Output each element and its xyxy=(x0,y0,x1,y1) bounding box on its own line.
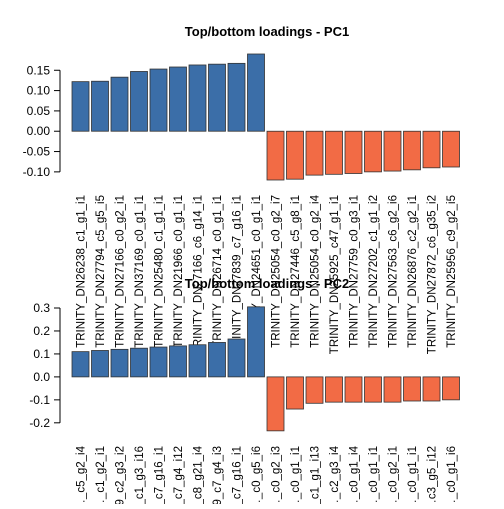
bar xyxy=(383,376,402,403)
chart-title: Top/bottom loadings - PC1 xyxy=(185,24,349,39)
chart-panel-2: 0.3 0.2 0.1 0.0 -0.1 -0.2 …_c5_g2_i4 …_c1_g2_i1… xyxy=(29,276,460,509)
bar xyxy=(305,376,324,404)
x-tick-label: TRINITY_DN27872_c6_g35_i2 xyxy=(427,195,439,354)
x-tick-label: …_c5_g2_i4 xyxy=(76,445,88,504)
y-tick-label: 0.1 xyxy=(33,347,50,361)
bar xyxy=(149,68,168,132)
y-tick-label: 0.00 xyxy=(27,124,51,138)
chart-title: Top/bottom loadings - PC2 xyxy=(185,276,349,291)
bar xyxy=(305,130,324,176)
bar xyxy=(286,376,304,410)
bar xyxy=(91,80,109,132)
bar xyxy=(71,351,90,378)
x-tick-label: TRINITY_DN27446_c5_g8_i1 xyxy=(290,195,302,348)
x-tick-label: …_c7_g4_i12 xyxy=(173,446,185,504)
x-tick-label: TRINITY_DN27202_c1_g1_i2 xyxy=(368,195,380,348)
bar xyxy=(364,130,382,173)
x-tick-label: TRINITY_DN27166_c0_g2_i1 xyxy=(115,195,127,348)
bar xyxy=(247,53,265,132)
x-tick-label: TRINITY_DN26714_c0_g1_i1 xyxy=(212,195,224,348)
x-tick-label: …_c0_g1_i1 xyxy=(368,446,380,504)
bar xyxy=(442,376,460,401)
bar xyxy=(227,62,246,132)
x-tick-label: TRINITY_DN27166_c6_g14_i1 xyxy=(193,195,205,354)
bar xyxy=(422,130,441,169)
x-tick-label: TRINITY_DN25480_c1_g1_i1 xyxy=(154,195,166,348)
x-tick-label: TRINITY_DN25054_c0_g2_i4 xyxy=(310,194,322,347)
y-tick-label: -0.1 xyxy=(29,393,50,407)
y-tick-label: 0.2 xyxy=(33,324,50,338)
bar xyxy=(266,376,285,432)
x-tick-label: …_c0_g5_i6 xyxy=(251,446,263,504)
x-tick-label: …_c0_g1_i1 xyxy=(407,446,419,504)
bar xyxy=(227,338,246,378)
bar xyxy=(403,130,421,171)
bar xyxy=(286,130,304,180)
y-tick-label: 0.05 xyxy=(27,104,51,118)
x-tick-label: …_c7_g16_i1 xyxy=(232,446,244,504)
x-tick-label: TRINITY_DN27563_c6_g2_i6 xyxy=(388,195,400,348)
bar xyxy=(403,376,421,402)
x-tick-label: TRINITY_DN25925_c47_g1_i1 xyxy=(329,195,341,354)
x-tick-label: …9_c7_g4_i3 xyxy=(212,446,224,504)
x-tick-label: TRINITY_DN21966_c0_g1_i1 xyxy=(173,195,185,348)
x-tick-label: TRINITY_DN26238_c1_g1_i1 xyxy=(76,195,88,348)
x-tick-label: TRINITY_DN37169_c0_g1_i1 xyxy=(134,195,146,348)
x-tick-label: …_c0_g1_i1 xyxy=(290,446,302,504)
bar xyxy=(208,342,226,378)
y-tick-label: 0.10 xyxy=(27,84,51,98)
bar xyxy=(110,348,129,378)
x-tick-label: …9_c2_g3_i2 xyxy=(115,446,127,504)
bar xyxy=(364,376,382,403)
x-tick-label: …c3_g5_i12 xyxy=(427,446,439,504)
y-tick-label: -0.10 xyxy=(23,165,51,179)
bar xyxy=(247,306,265,378)
x-tick-label: TRINITY_DN27794_c5_g5_i5 xyxy=(95,195,107,348)
x-tick-label: …_c0_g2_i1 xyxy=(388,446,400,504)
bar xyxy=(344,376,363,403)
x-tick-label: …_c1_g1_i13 xyxy=(310,446,322,504)
bar xyxy=(130,347,148,378)
y-tick-label: 0.3 xyxy=(33,301,50,315)
x-tick-label: TRINITY_DN27759_c0_g3_i1 xyxy=(349,195,361,348)
bar xyxy=(422,376,441,402)
x-tick-label: …_c1_g3_i16 xyxy=(134,446,146,504)
x-tick-label: …_c0_g1_i6 xyxy=(446,446,458,504)
y-tick-label: -0.05 xyxy=(23,145,51,159)
x-tick-label: TRINITY_DN25956_c9_g2_i5 xyxy=(446,195,458,348)
bar xyxy=(344,130,363,174)
bar xyxy=(208,63,226,132)
x-tick-label: …_c0_g2_i3 xyxy=(271,446,283,504)
x-tick-label: TRINITY_DN25054_c0_g2_i7 xyxy=(271,195,283,348)
bar xyxy=(71,81,90,132)
bar xyxy=(325,376,343,403)
x-tick-label: …_c1_g2_i1 xyxy=(95,446,107,504)
bar xyxy=(169,345,187,378)
bar xyxy=(110,76,129,132)
bar xyxy=(383,130,402,172)
bar xyxy=(188,64,207,132)
bar xyxy=(91,350,109,378)
bar xyxy=(266,130,285,181)
bar xyxy=(442,130,460,168)
x-tick-label: …_c8_g21_i4 xyxy=(193,445,205,504)
y-tick-label: -0.2 xyxy=(29,416,50,430)
x-tick-label: …_c7_g16_i1 xyxy=(154,446,166,504)
y-tick-label: 0.0 xyxy=(33,370,50,384)
bar xyxy=(325,130,343,175)
x-tick-label: TRINITY_DN27839_c7_g16_i1 xyxy=(232,195,244,354)
x-tick-label: TRINITY_DN26876_c2_g2_i1 xyxy=(407,195,419,348)
bar xyxy=(169,66,187,132)
x-tick-label: …_c2_g3_i4 xyxy=(329,445,341,504)
y-tick-label: 0.15 xyxy=(27,63,51,77)
bar xyxy=(130,71,148,132)
x-tick-label: …_c0_g1_i4 xyxy=(349,445,361,504)
chart-panel-1: 0.15 0.10 0.05 0.00 -0.05 -0.10 TRINITY_DN2623… xyxy=(23,24,460,354)
bar xyxy=(149,346,168,378)
bar xyxy=(188,344,207,378)
